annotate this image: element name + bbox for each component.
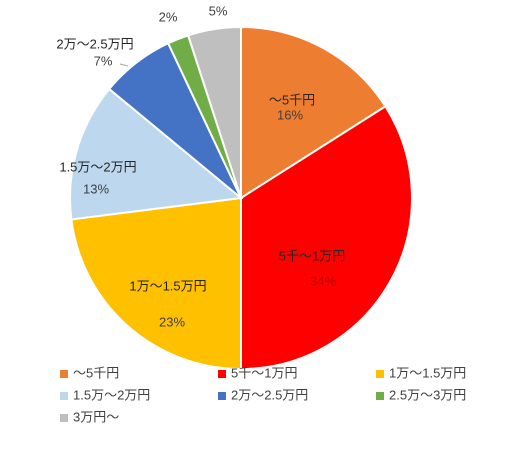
pie-slice bbox=[69, 87, 244, 221]
value-label: 23% bbox=[159, 314, 185, 329]
legend-label: 3万円～ bbox=[73, 409, 119, 424]
legend-swatch bbox=[218, 392, 226, 400]
pie-slice bbox=[70, 196, 242, 371]
slice-label: ～5千円 bbox=[269, 92, 315, 107]
slice-label: 2万～2.5万円 bbox=[56, 36, 133, 51]
slice-label: 1.5万～2万円 bbox=[59, 159, 136, 174]
legend-label: ～5千円 bbox=[73, 365, 119, 380]
pie-slice bbox=[186, 25, 242, 199]
legend-swatch bbox=[60, 370, 68, 378]
value-label: 5% bbox=[209, 3, 228, 18]
value-label: 34% bbox=[310, 273, 336, 288]
legend-swatch bbox=[60, 392, 68, 400]
legend-swatch bbox=[218, 370, 226, 378]
legend-label: 1万～1.5万円 bbox=[389, 365, 466, 380]
pie-slice bbox=[240, 104, 413, 371]
value-label: 2% bbox=[159, 9, 178, 24]
legend-label: 2.5万～3万円 bbox=[389, 387, 466, 402]
legend-label: 5千～1万円 bbox=[231, 365, 297, 380]
leader-line bbox=[119, 63, 129, 67]
legend-label: 1.5万～2万円 bbox=[73, 387, 150, 402]
value-label: 13% bbox=[83, 181, 109, 196]
pie-slice bbox=[240, 25, 387, 200]
value-label: 16% bbox=[277, 107, 303, 122]
value-label: 7% bbox=[94, 53, 113, 68]
legend-label: 2万～2.5万円 bbox=[231, 387, 308, 402]
legend-swatch bbox=[376, 370, 384, 378]
slice-label: 1万～1.5万円 bbox=[129, 278, 206, 293]
legend-swatch bbox=[60, 414, 68, 422]
slice-label: 5千～1万円 bbox=[279, 248, 345, 263]
legend-swatch bbox=[376, 392, 384, 400]
